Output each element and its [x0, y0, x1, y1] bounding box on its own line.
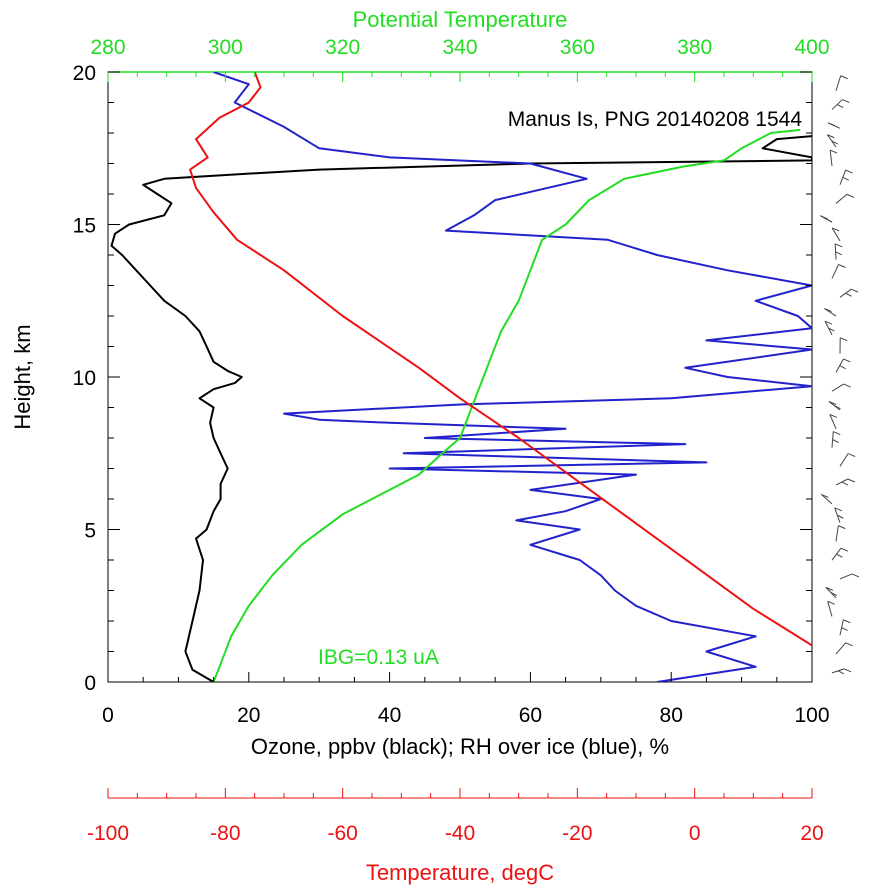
y-axis-title: Height, km [10, 324, 35, 429]
wind-barb-icon [835, 193, 855, 204]
top-tick-label: 300 [208, 36, 243, 59]
bottom-tick-label: 60 [519, 704, 542, 727]
temperature-tick-label: -20 [562, 822, 592, 845]
wind-barb-icon [825, 586, 838, 599]
wind-barb-icon [827, 600, 835, 617]
wind-barb-icon [839, 573, 860, 580]
series-line-temperature [189, 72, 812, 647]
series-line-rh_ice [213, 72, 812, 682]
temperature-tick-label: -100 [87, 822, 129, 845]
wind-barb-icon [835, 525, 846, 542]
bottom-tick-label: 100 [794, 704, 829, 727]
wind-barb-icon [831, 431, 841, 448]
temperature-axis-title: Temperature, degC [366, 860, 554, 885]
top-tick-label: 320 [325, 36, 360, 59]
series-line-ozone [110, 135, 812, 682]
ibg-annotation: IBG=0.13 uA [318, 646, 439, 669]
wind-barb-icon [831, 227, 841, 242]
bottom-tick-label: 80 [660, 704, 683, 727]
wind-barb-icon [826, 134, 838, 148]
top-tick-label: 360 [560, 36, 595, 59]
temperature-tick-label: -40 [445, 822, 475, 845]
top-tick-label: 400 [794, 36, 829, 59]
wind-barb-icon [839, 453, 856, 467]
wind-barb-icon [820, 215, 833, 223]
wind-barb-icon [831, 668, 852, 675]
wind-barb-icon [835, 642, 853, 655]
bottom-tick-label: 0 [102, 704, 114, 727]
wind-barb-icon [835, 75, 848, 91]
top-tick-label: 280 [90, 36, 125, 59]
wind-barb-icon [831, 547, 849, 561]
temperature-tick-label: -80 [210, 822, 240, 845]
wind-barb-icon [827, 122, 841, 129]
wind-barb-icon [839, 619, 851, 636]
bottom-axis-title: Ozone, ppbv (black); RH over ice (blue),… [251, 734, 669, 759]
wind-barb-icon [839, 169, 853, 185]
temperature-tick-label: 20 [800, 822, 823, 845]
chart-title: Manus Is, PNG 20140208 1544 [508, 108, 803, 131]
bottom-tick-label: 20 [237, 704, 260, 727]
wind-barb-icon [835, 358, 851, 373]
wind-barb-icon [835, 478, 856, 486]
wind-barb-icon [829, 414, 838, 429]
wind-barb-icon [839, 288, 859, 298]
wind-barb-icon [839, 337, 848, 354]
wind-barb-icon [831, 264, 846, 279]
y-tick-label: 10 [73, 367, 96, 390]
top-tick-label: 380 [677, 36, 712, 59]
top-tick-label: 340 [442, 36, 477, 59]
y-tick-label: 20 [73, 62, 96, 85]
temperature-tick-label: -60 [327, 822, 357, 845]
wind-barb-icon [834, 243, 843, 260]
wind-barb-icon [829, 149, 838, 166]
temperature-tick-label: 0 [689, 822, 701, 845]
wind-barb-icon [831, 383, 851, 392]
wind-barb-icon [824, 320, 835, 336]
wind-barb-icon [828, 401, 841, 411]
wind-barb-icon [824, 308, 837, 317]
wind-barb-icon [834, 507, 844, 523]
wind-barb-icon [820, 493, 833, 505]
wind-barb-icon [831, 99, 850, 110]
y-tick-label: 15 [73, 215, 96, 238]
y-tick-label: 5 [84, 520, 96, 543]
series-line-potential_temperature [212, 128, 801, 682]
wind-barbs [820, 75, 860, 675]
y-tick-label: 0 [84, 672, 96, 695]
top-axis-title: Potential Temperature [353, 7, 568, 32]
bottom-tick-label: 40 [378, 704, 401, 727]
